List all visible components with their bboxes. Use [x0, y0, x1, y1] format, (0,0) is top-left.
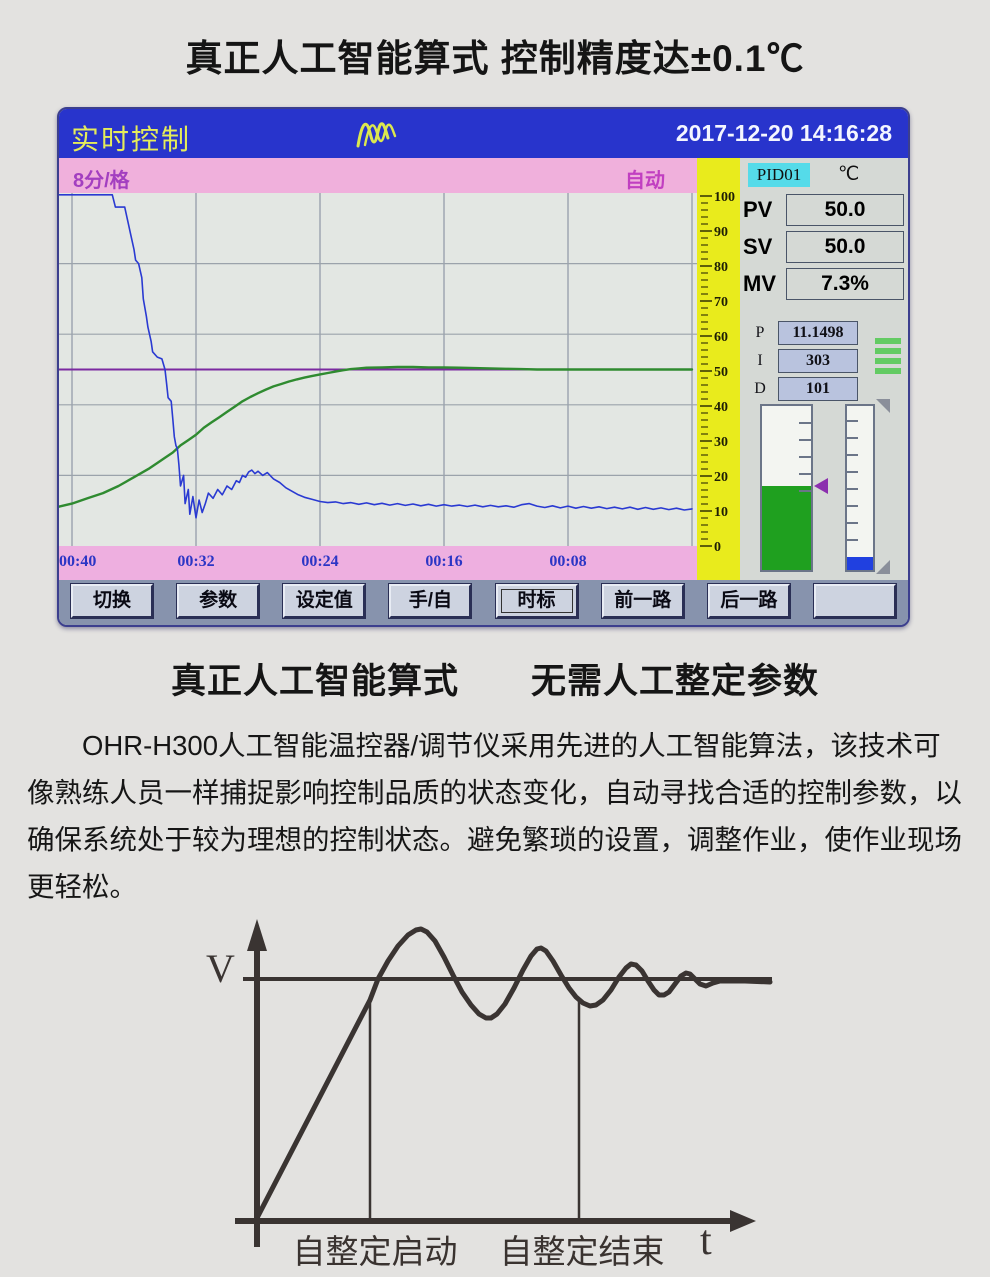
pv-row: PV 50.0 [740, 194, 908, 226]
tuning-end-label: 自整定结束 [499, 1235, 665, 1271]
sv-label: SV [743, 234, 773, 259]
button-timescale[interactable]: 时标 [494, 583, 579, 619]
unit-label: ℃ [838, 164, 860, 185]
tuning-start-label: 自整定启动 [292, 1235, 458, 1271]
p-label: P [755, 324, 765, 341]
y-axis-arrow-icon [247, 919, 267, 951]
mv-label: MV [743, 271, 776, 296]
trend-chart-svg [59, 193, 697, 546]
button-setpoint[interactable]: 设定值 [282, 583, 367, 619]
softkey-bar: 切换 参数 设定值 手/自 时标 前一路 后一路 [59, 580, 908, 625]
output-marker-icon [814, 478, 828, 495]
datetime: 2017-12-20 14:16:28 [675, 120, 892, 146]
svg-text:30: 30 [714, 435, 728, 450]
wave-logo-icon [355, 118, 403, 155]
svg-text:70: 70 [714, 295, 728, 310]
auto-mode-label: 自动 [625, 170, 665, 192]
t-axis-label: t [700, 1218, 712, 1264]
button-next-loop[interactable]: 后一路 [706, 583, 791, 619]
sv-row: SV 50.0 [740, 231, 908, 263]
x-axis-arrow-icon [730, 1210, 756, 1232]
time-tick: 00:16 [425, 553, 463, 570]
svg-text:80: 80 [714, 260, 728, 275]
svg-text:100: 100 [714, 190, 735, 205]
svg-text:50: 50 [714, 365, 728, 380]
button-blank[interactable] [812, 583, 897, 619]
d-label: D [754, 380, 766, 397]
v-axis-label: V [206, 946, 235, 991]
gauge-bottom-marker-icon [876, 560, 890, 574]
signal-strength-icon [875, 338, 901, 344]
time-tick: 00:08 [549, 553, 587, 570]
svg-text:20: 20 [714, 470, 728, 485]
aux-bar-gauge [845, 404, 875, 572]
svg-text:40: 40 [714, 400, 728, 415]
loop-id-badge: PID01 [748, 163, 810, 187]
signal-strength-icon [875, 358, 901, 364]
i-label: I [757, 352, 763, 369]
screen-title: 实时控制 [71, 124, 192, 155]
d-param-row: D 101 [740, 377, 908, 401]
p-value: 11.1498 [778, 321, 858, 345]
mv-value: 7.3% [786, 268, 904, 300]
button-switch[interactable]: 切换 [70, 583, 154, 619]
value-ruler: 0 10 20 30 40 50 60 70 80 90 100 [697, 158, 740, 580]
button-params[interactable]: 参数 [176, 583, 261, 619]
screen-header: 实时控制 2017-12-20 14:16:28 [59, 109, 908, 158]
svg-text:0: 0 [714, 540, 721, 555]
trend-chart [59, 193, 697, 546]
button-prev-loop[interactable]: 前一路 [600, 583, 685, 619]
self-tuning-diagram: V t 自整定启动 自整定结束 [0, 905, 990, 1277]
sv-value: 50.0 [786, 231, 904, 263]
p-param-row: P 11.1498 [740, 321, 908, 345]
time-tick: 00:32 [177, 553, 215, 570]
mv-row: MV 7.3% [740, 268, 908, 300]
pv-label: PV [743, 197, 773, 222]
gauge-top-marker-icon [876, 399, 890, 413]
description-paragraph: OHR-H300人工智能温控器/调节仪采用先进的人工智能算法，该技术可像熟练人员… [27, 730, 962, 902]
time-tick: 00:40 [59, 553, 97, 570]
button-manual-auto[interactable]: 手/自 [388, 583, 473, 619]
svg-text:10: 10 [714, 505, 728, 520]
d-value: 101 [778, 377, 858, 401]
pv-value: 50.0 [786, 194, 904, 226]
time-axis-strip: 00:40 00:32 00:24 00:16 00:08 [59, 546, 697, 580]
i-param-row: I 303 [740, 349, 908, 373]
output-bar-gauge [760, 404, 813, 572]
signal-strength-icon [875, 348, 901, 354]
time-tick: 00:24 [301, 553, 339, 570]
svg-text:60: 60 [714, 330, 728, 345]
svg-text:90: 90 [714, 225, 728, 240]
page-title: 真正人工智能算式 控制精度达±0.1℃ [185, 38, 805, 79]
section-title: 真正人工智能算式 无需人工整定参数 [170, 662, 819, 701]
i-value: 303 [778, 349, 858, 373]
time-per-div-label: 8分/格 [73, 170, 130, 192]
trend-info-bar: 8分/格 自动 [59, 158, 697, 193]
readings-panel: PID01 ℃ PV 50.0 SV 50.0 MV 7.3% P 11.149… [740, 158, 908, 580]
signal-strength-icon [875, 368, 901, 374]
controller-screen: 实时控制 2017-12-20 14:16:28 8分/格 自动 00:40 0… [57, 107, 910, 627]
